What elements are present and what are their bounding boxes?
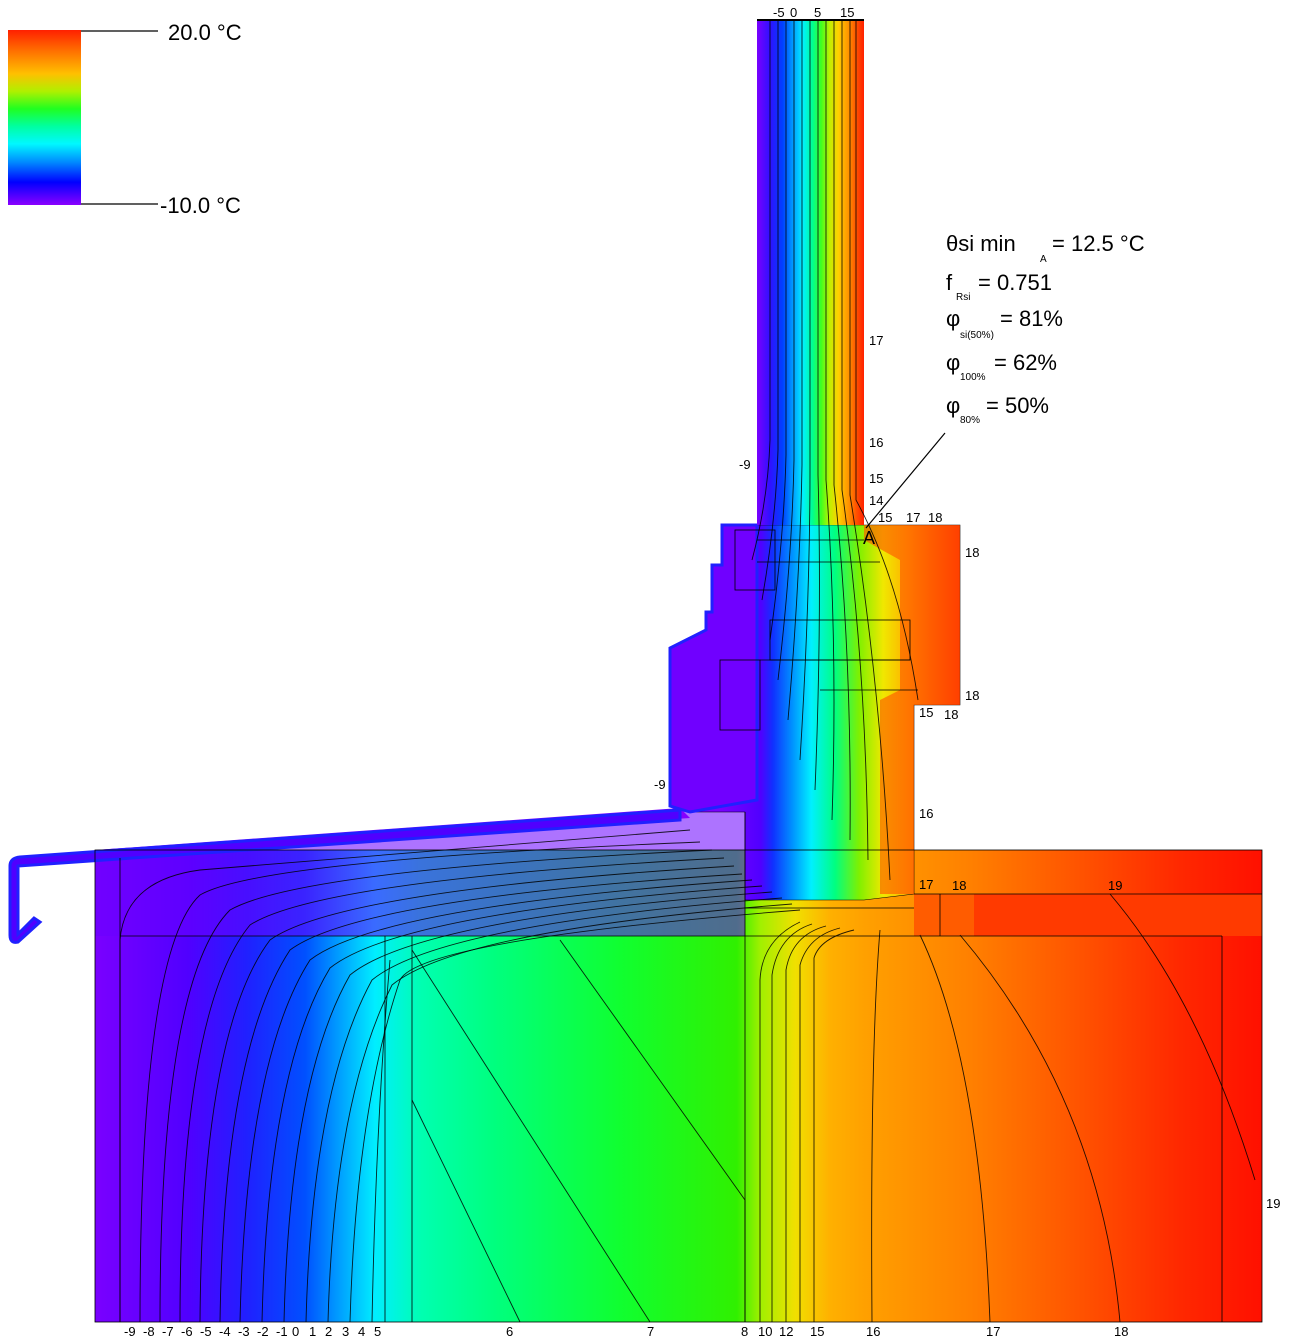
bottom-label: 5	[374, 1324, 381, 1339]
phi-80-value: = 50%	[986, 393, 1049, 418]
phi-si-sub: si(50%)	[960, 330, 994, 341]
iso-label: 17	[919, 877, 933, 892]
structure-edges	[94, 529, 1263, 1323]
bottom-label: 16	[866, 1324, 880, 1339]
bottom-label: -8	[143, 1324, 155, 1339]
glazing	[757, 20, 864, 525]
bottom-label: 15	[810, 1324, 824, 1339]
iso-label: 18	[965, 688, 979, 703]
bottom-label: 4	[358, 1324, 365, 1339]
bottom-label: 17	[986, 1324, 1000, 1339]
iso-label: 16	[869, 435, 883, 450]
point-a-label: A	[863, 528, 875, 548]
point-a-leader	[865, 432, 946, 529]
theta-sub: A	[1040, 254, 1047, 265]
f-value: = 0.751	[978, 270, 1052, 295]
bottom-label: -6	[181, 1324, 193, 1339]
bottom-label: 1	[309, 1324, 316, 1339]
iso-label: 19	[1266, 1196, 1280, 1211]
iso-label: -9	[654, 777, 666, 792]
bottom-label: -1	[276, 1324, 288, 1339]
iso-label: 18	[965, 545, 979, 560]
glazing-column	[751, 19, 919, 881]
top-label: 15	[840, 5, 854, 20]
theta-value: = 12.5 °C	[1052, 231, 1145, 256]
phi-100-label: φ	[946, 350, 960, 375]
top-label: 5	[814, 5, 821, 20]
sill-profile	[8, 808, 690, 944]
bottom-label: -7	[162, 1324, 174, 1339]
top-label: -5	[773, 5, 785, 20]
f-label: f	[946, 270, 953, 295]
iso-label: -9	[739, 457, 751, 472]
phi-si-label: φ	[946, 306, 960, 331]
f-sub: Rsi	[956, 292, 970, 303]
window-frame	[668, 523, 961, 901]
phi-80-label: φ	[946, 393, 960, 418]
bottom-label: -3	[238, 1324, 250, 1339]
bottom-label: -5	[200, 1324, 212, 1339]
bottom-label: 10	[758, 1324, 772, 1339]
phi-100-sub: 100%	[960, 372, 986, 383]
iso-label: 19	[1108, 878, 1122, 893]
bottom-label: 3	[342, 1324, 349, 1339]
bottom-label: 0	[292, 1324, 299, 1339]
side-isotherm-labels: 17 16 15 14 15 17 18 18 18 15 18 16 17 1…	[654, 333, 1280, 1211]
bottom-label: 12	[779, 1324, 793, 1339]
bottom-label: 18	[1114, 1324, 1128, 1339]
color-legend: 20.0 °C -10.0 °C	[8, 20, 242, 218]
results-block: θsi min A = 12.5 °C f Rsi = 0.751 φ si(5…	[946, 231, 1145, 426]
bottom-label: 7	[647, 1324, 654, 1339]
bottom-label: 6	[506, 1324, 513, 1339]
legend-colorbar	[8, 30, 81, 205]
iso-label: 18	[928, 510, 942, 525]
phi-80-sub: 80%	[960, 415, 980, 426]
bottom-label: -9	[124, 1324, 136, 1339]
iso-label: 15	[869, 471, 883, 486]
legend-min-label: -10.0 °C	[160, 193, 241, 218]
iso-label: 17	[869, 333, 883, 348]
phi-si-value: = 81%	[1000, 306, 1063, 331]
top-label: 0	[790, 5, 797, 20]
iso-label: 18	[952, 878, 966, 893]
bottom-label: -2	[257, 1324, 269, 1339]
bottom-label: 8	[741, 1324, 748, 1339]
iso-label: 15	[878, 510, 892, 525]
iso-label: 15	[919, 705, 933, 720]
wall-section	[95, 810, 1262, 1322]
iso-label: 17	[906, 510, 920, 525]
isotherms	[119, 829, 1256, 1323]
bottom-isotherm-labels: -9 -8 -7 -6 -5 -4 -3 -2 -1 0 1 2 3 4 5 6…	[124, 1324, 1128, 1339]
phi-100-value: = 62%	[994, 350, 1057, 375]
iso-label: 14	[869, 493, 883, 508]
iso-label: 16	[919, 806, 933, 821]
iso-label: 18	[944, 707, 958, 722]
bottom-label: -4	[219, 1324, 231, 1339]
theta-label: θsi min	[946, 231, 1016, 256]
bottom-label: 2	[325, 1324, 332, 1339]
top-isotherm-labels: -5 0 5 15	[773, 5, 854, 20]
legend-max-label: 20.0 °C	[168, 20, 242, 45]
